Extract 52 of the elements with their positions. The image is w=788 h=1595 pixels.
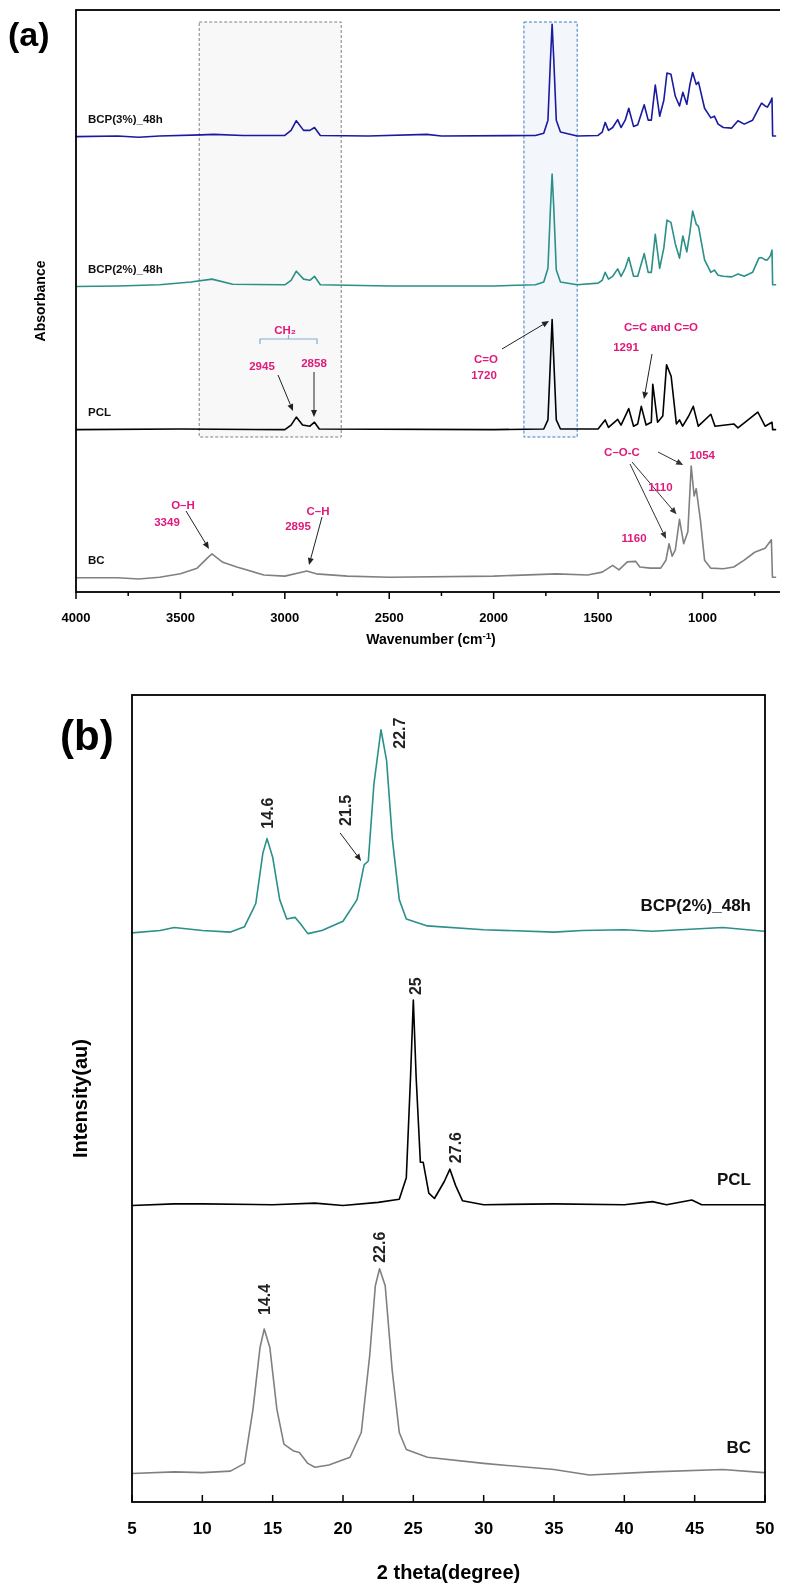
- x-axis-title: 2 theta(degree): [376, 1561, 521, 1583]
- x-tick-label: 1500: [583, 610, 613, 625]
- annotation: CH₂: [274, 324, 296, 337]
- series-label: BC: [726, 1437, 751, 1457]
- annotation: 1291: [613, 341, 640, 354]
- series-label: PCL: [88, 405, 111, 418]
- annotation: 1160: [621, 531, 647, 544]
- x-tick-label: 30: [474, 1519, 494, 1538]
- annotation: C–O-C: [604, 446, 640, 459]
- annotation: 27.6: [447, 1131, 465, 1164]
- series-label: BC: [88, 553, 105, 566]
- annotation: 22.7: [391, 717, 409, 749]
- x-tick-label: 15: [263, 1519, 283, 1538]
- annotation: 14.6: [258, 797, 276, 829]
- x-tick-label: 45: [685, 1519, 705, 1538]
- x-tick-label: 2500: [374, 610, 404, 625]
- x-tick-label: 4000: [61, 610, 91, 625]
- y-axis-title: Absorbance: [32, 260, 48, 342]
- x-tick-label: 1000: [688, 610, 717, 625]
- x-axis-title: Wavenumber (cm$^{-1}$): [366, 629, 496, 647]
- annotation: C=C and C=O: [623, 321, 699, 334]
- x-tick-label: 50: [755, 1519, 775, 1538]
- x-tick-label: 5: [127, 1519, 137, 1538]
- series-label: BCP(2%)_48h: [88, 262, 163, 275]
- annotation: C=O: [474, 353, 499, 366]
- x-tick-label: 3000: [270, 610, 300, 625]
- x-tick-label: 35: [544, 1519, 564, 1538]
- chart-title: (b): [60, 712, 114, 759]
- series-label: BCP(3%)_48h: [88, 112, 163, 125]
- annotation: 1054: [689, 448, 716, 461]
- annotation: 1110: [648, 481, 673, 494]
- x-tick-label: 10: [192, 1519, 212, 1538]
- annotation: 22.6: [371, 1231, 389, 1263]
- x-tick-label: 20: [333, 1519, 353, 1538]
- annotation: C–H: [306, 505, 330, 518]
- x-tick-label: 25: [403, 1519, 423, 1538]
- chart-title: (a): [8, 15, 50, 53]
- y-axis-title: Intensity(au): [69, 1039, 91, 1158]
- series-label: PCL: [717, 1169, 751, 1189]
- x-tick-label: 3500: [165, 610, 195, 625]
- annotation: 3349: [154, 516, 180, 529]
- annotation: 2945: [249, 360, 276, 373]
- annotation: O–H: [171, 499, 195, 512]
- annotation: 21.5: [336, 794, 354, 826]
- annotation: 2895: [285, 520, 312, 533]
- annotation: 14.4: [255, 1283, 273, 1316]
- annotation: 25: [406, 977, 424, 996]
- series-label: BCP(2%)_48h: [640, 896, 751, 916]
- annotation: 1720: [471, 369, 497, 382]
- x-tick-label: 2000: [479, 610, 509, 625]
- annotation: 2858: [301, 357, 328, 370]
- x-tick-label: 40: [614, 1519, 634, 1538]
